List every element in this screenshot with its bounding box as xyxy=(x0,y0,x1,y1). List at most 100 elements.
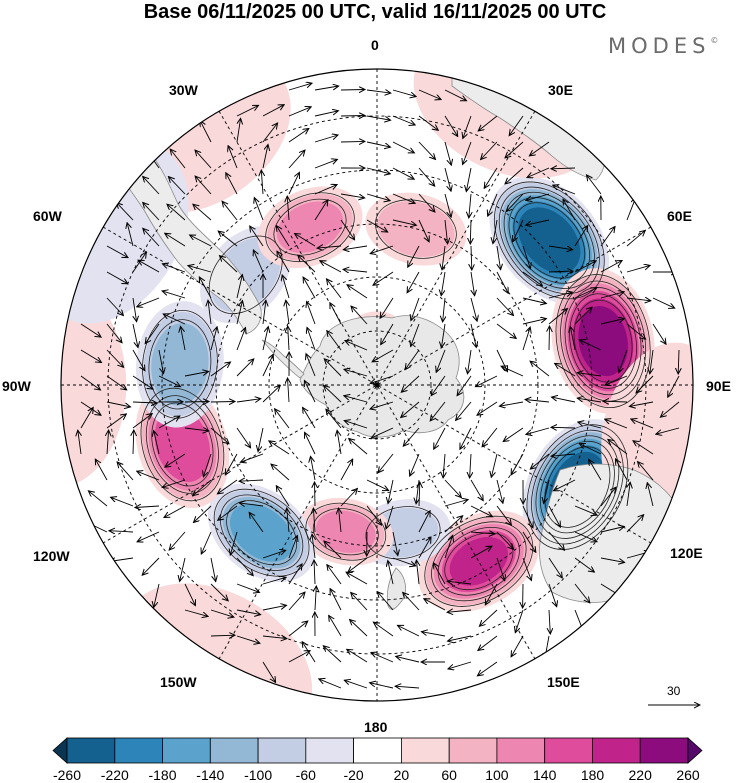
wind-vector xyxy=(324,541,342,559)
wind-vector xyxy=(470,219,471,244)
wind-vector xyxy=(470,323,476,347)
wind-vector xyxy=(478,635,498,651)
wind-vector xyxy=(143,228,160,247)
wind-vector xyxy=(403,427,420,446)
wind-vector xyxy=(350,620,368,637)
contour-line xyxy=(226,500,297,566)
wind-vector xyxy=(258,427,264,452)
contour-group xyxy=(213,488,310,577)
wind-vector xyxy=(200,121,212,143)
wind-vector xyxy=(133,430,134,455)
wind-vector xyxy=(549,326,550,351)
wind-vector xyxy=(117,203,134,221)
wind-vector xyxy=(448,635,472,641)
wind-vector xyxy=(277,251,290,273)
wind-vector xyxy=(137,471,160,481)
wind-vector xyxy=(340,116,365,117)
wind-vector xyxy=(544,479,550,503)
lon-label-120w: 120W xyxy=(33,548,70,564)
wind-vector xyxy=(505,141,524,158)
wind-vector xyxy=(460,427,472,449)
wind-vector xyxy=(95,459,108,481)
wind-vector xyxy=(444,141,451,165)
wind-vector xyxy=(347,285,368,299)
wind-vector xyxy=(164,505,186,518)
wind-vector xyxy=(371,427,394,438)
colorbar-extend-high xyxy=(687,737,703,764)
wind-vector xyxy=(107,430,109,455)
wind-vector xyxy=(337,430,342,455)
wind-vector xyxy=(106,323,122,343)
wind-vector xyxy=(117,462,134,481)
wind-vector xyxy=(327,565,342,585)
wind-vector xyxy=(188,266,212,273)
wind-vector xyxy=(548,505,560,527)
wind-vector xyxy=(80,407,93,429)
wind-vector xyxy=(370,401,394,409)
wind-vector xyxy=(552,397,576,403)
wind-vector xyxy=(78,430,81,455)
wind-vector xyxy=(496,323,516,338)
wind-vector xyxy=(600,261,622,273)
wind-vector xyxy=(522,245,530,269)
wind-vector xyxy=(106,375,127,390)
wind-vector xyxy=(340,219,355,240)
wind-vector xyxy=(626,515,644,533)
wind-vector xyxy=(470,297,477,321)
wind-vector xyxy=(574,583,590,603)
wind-vector xyxy=(416,560,419,585)
wind-vector xyxy=(470,532,495,534)
wind-vector xyxy=(466,167,472,192)
colorbar-bin xyxy=(592,737,641,764)
wind-vector xyxy=(111,497,134,507)
wind-vector xyxy=(262,385,280,403)
wind-vector xyxy=(163,314,186,325)
wind-vector xyxy=(392,219,416,225)
wind-vector xyxy=(80,375,101,390)
wind-vector xyxy=(344,421,368,429)
wind-vector xyxy=(378,453,394,473)
wind-vector xyxy=(496,531,514,549)
wind-vector xyxy=(403,592,420,611)
wind-vector xyxy=(288,621,308,637)
wind-vector xyxy=(418,511,430,533)
wind-vector xyxy=(193,204,212,221)
contour-line xyxy=(365,506,441,560)
wind-vector xyxy=(445,219,448,244)
wind-vector xyxy=(600,227,615,247)
wind-vector xyxy=(80,323,101,337)
wind-vector xyxy=(392,167,414,179)
wind-vector xyxy=(493,219,498,244)
wind-vector xyxy=(323,646,342,663)
contour-group xyxy=(305,502,387,561)
lon-label-150w: 150W xyxy=(160,674,197,690)
contour-line xyxy=(437,526,520,596)
contour-line xyxy=(312,508,379,556)
wind-vector xyxy=(288,150,305,169)
wind-vector xyxy=(678,349,679,374)
wind-vector xyxy=(239,503,264,506)
south-pole-marker xyxy=(374,382,380,388)
wind-vector xyxy=(511,635,524,657)
wind-vector xyxy=(340,489,357,507)
wind-vector xyxy=(600,487,616,507)
wind-vector xyxy=(305,432,316,455)
wind-vector xyxy=(162,479,186,487)
wind-vector xyxy=(652,323,666,344)
wind-vector xyxy=(548,309,567,325)
wind-vector xyxy=(208,300,211,325)
wind-vector xyxy=(443,297,445,322)
wind-vector xyxy=(574,531,597,542)
wind-vector xyxy=(348,557,368,572)
wind-vector xyxy=(418,89,441,100)
wind-vector xyxy=(311,456,316,481)
wind-vector xyxy=(470,505,493,517)
contour-line xyxy=(213,488,310,577)
wind-vector xyxy=(199,277,212,299)
wind-vector xyxy=(137,297,160,307)
lon-label-60w: 60W xyxy=(33,208,62,224)
wind-vector xyxy=(392,557,416,566)
wind-vector xyxy=(587,175,602,195)
contour-line xyxy=(526,424,629,550)
